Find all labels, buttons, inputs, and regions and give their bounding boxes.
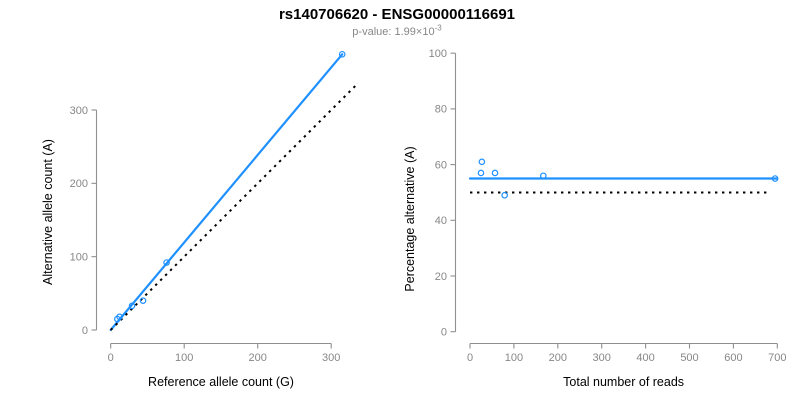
x-tick-label: 300 (322, 352, 340, 364)
regression-line (109, 53, 344, 332)
x-tick-label: 0 (467, 352, 473, 364)
y-tick-label: 200 (70, 178, 88, 190)
y-tick-label: 60 (435, 159, 447, 171)
y-tick-label: 20 (435, 271, 447, 283)
y-tick-label: 300 (70, 105, 88, 117)
data-point (163, 259, 170, 266)
x-tick-label: 200 (249, 352, 267, 364)
y-tick-label: 100 (70, 251, 88, 263)
x-tick-label: 100 (175, 352, 193, 364)
x-tick-label: 0 (108, 352, 114, 364)
data-point (540, 172, 547, 180)
x-axis-title: Total number of reads (563, 375, 684, 389)
identity-line (109, 82, 360, 331)
x-tick-label: 600 (724, 352, 742, 364)
data-point (501, 191, 508, 199)
x-tick-label: 200 (549, 352, 567, 364)
y-tick-label: 0 (82, 325, 88, 337)
data-point (771, 175, 779, 182)
y-tick-label: 0 (441, 327, 447, 339)
p-value-exponent: -3 (434, 23, 442, 33)
figure-title: rs140706620 - ENSG00000116691 (278, 6, 516, 23)
data-point (491, 169, 499, 177)
data-point (128, 302, 136, 310)
data-point (478, 158, 486, 166)
data-point (477, 169, 485, 177)
y-axis-title: Alternative allele count (A) (41, 139, 55, 285)
data-point (338, 50, 346, 58)
x-tick-label: 300 (593, 352, 611, 364)
data-point (116, 313, 123, 321)
y-axis-title: Percentage alternative (A) (403, 146, 417, 291)
y-tick-label: 80 (435, 104, 447, 116)
allele-counts-plot: 0 100 200 300 0 100 200 300 Reference allele cou… (41, 50, 360, 389)
figure-subtitle: p-value: 1.99×10-3 (0, 23, 794, 38)
x-tick-label: 500 (680, 352, 698, 364)
y-tick-label: 40 (435, 215, 447, 227)
x-tick-label: 400 (636, 352, 654, 364)
data-point (139, 297, 147, 304)
percentage-vs-reads-plot: 0 20 40 60 80 100 0 100 200 300 400 500 600 700 Total … (403, 48, 786, 389)
x-tick-label: 100 (505, 352, 523, 364)
x-axis-title: Reference allele count (G) (148, 375, 294, 389)
x-tick-label: 700 (768, 352, 786, 364)
p-value-text: p-value: 1.99×10 (352, 26, 435, 38)
y-tick-label: 100 (429, 48, 447, 60)
